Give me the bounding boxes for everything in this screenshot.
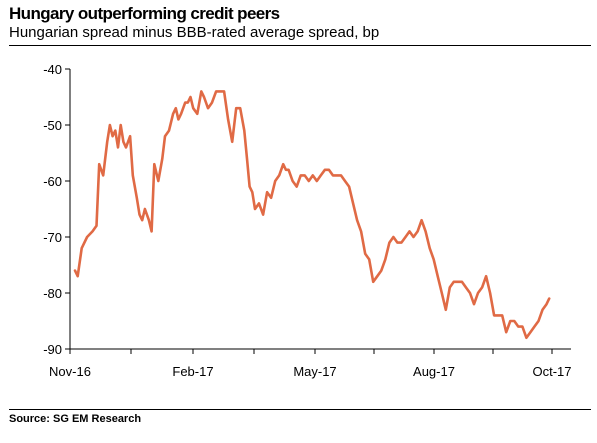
series-line-0: [73, 90, 551, 340]
y-tick-label: -90: [43, 342, 62, 357]
chart-title: Hungary outperforming credit peers: [9, 4, 280, 23]
y-tick-label: -70: [43, 230, 62, 245]
source-note: Source: SG EM Research: [9, 413, 142, 425]
top-rule: [9, 45, 591, 46]
x-tick-label: Aug-17: [413, 364, 455, 379]
y-tick-label: -40: [43, 62, 62, 77]
bottom-rule: [9, 409, 591, 410]
series-group: [73, 90, 551, 340]
x-tick-label: Oct-17: [532, 364, 571, 379]
y-axis-ticks: -40 -50 -60 -70 -80 -90: [43, 62, 70, 357]
chart-axes: [69, 69, 571, 350]
y-tick-label: -60: [43, 174, 62, 189]
x-tick-label: Feb-17: [172, 364, 213, 379]
x-axis-ticks: Nov-16 Feb-17 May-17 Aug-17 Oct-17: [49, 349, 572, 379]
y-tick-label: -50: [43, 118, 62, 133]
x-tick-label: Nov-16: [49, 364, 91, 379]
x-tick-label: May-17: [293, 364, 336, 379]
y-tick-label: -80: [43, 286, 62, 301]
chart-subtitle: Hungarian spread minus BBB-rated average…: [9, 24, 380, 41]
